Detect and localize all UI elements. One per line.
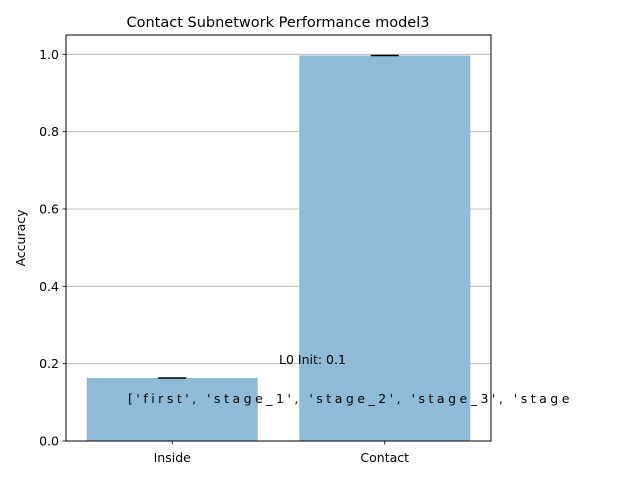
bar-contact xyxy=(299,55,471,441)
x-tick-label: Inside xyxy=(154,450,192,465)
plot-frame xyxy=(65,34,492,442)
y-axis-label: Accuracy xyxy=(13,209,28,267)
y-tick-label: 0.0 xyxy=(39,434,59,449)
annotation-l0-init: L0 Init: 0.1 xyxy=(279,352,346,367)
annotation-stages: ['first', 'stage_1', 'stage_2', 'stage_3… xyxy=(128,391,573,406)
y-tick-label: 0.6 xyxy=(39,202,59,217)
y-tick-label: 1.0 xyxy=(39,47,59,62)
x-axis: Inside Contact xyxy=(154,441,409,465)
x-tick-label: Contact xyxy=(360,450,409,465)
y-tick-label: 0.8 xyxy=(39,124,59,139)
bars xyxy=(86,55,471,441)
y-axis: 0.0 0.2 0.4 0.6 0.8 1.0 xyxy=(39,47,66,449)
y-tick-label: 0.2 xyxy=(39,356,59,371)
bar-inside xyxy=(86,377,258,441)
error-bars xyxy=(158,54,399,379)
y-tick-label: 0.4 xyxy=(39,279,59,294)
chart-title: Contact Subnetwork Performance model3 xyxy=(127,15,430,31)
